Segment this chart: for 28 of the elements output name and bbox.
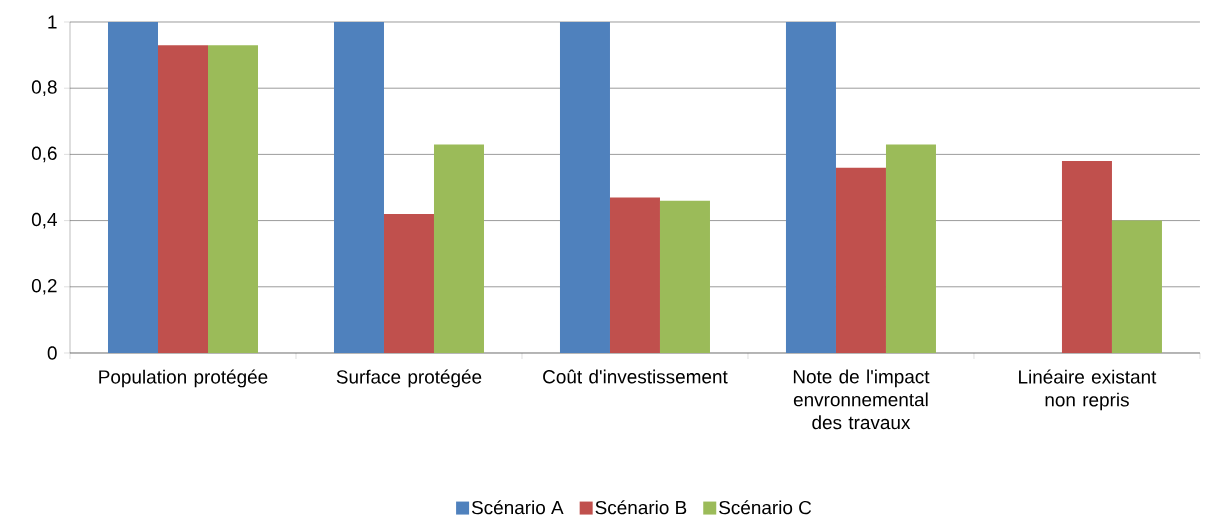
legend-label: Scénario C <box>719 500 812 515</box>
x-tick-label: Linéaire existant non repris <box>1019 369 1157 411</box>
y-tick-label: 0 <box>47 346 57 360</box>
x-tick-label: Population protégée <box>99 369 268 388</box>
bar <box>609 197 660 354</box>
x-tick-label: Surface protégée <box>336 369 482 388</box>
y-tick-label: 0,2 <box>31 279 57 295</box>
x-tick-label: Note de l'impact envronnemental des travaux <box>793 369 930 430</box>
y-tick-label: 0,6 <box>31 146 57 163</box>
bar <box>1061 161 1112 354</box>
x-tick-label: Coût d'investissement <box>543 369 728 384</box>
bar <box>433 144 484 354</box>
y-tick-label: 0,8 <box>31 80 57 97</box>
y-tick-label: 0,4 <box>31 212 57 229</box>
legend-label: Scénario A <box>471 500 564 515</box>
bar <box>785 22 836 354</box>
bar <box>1111 220 1162 354</box>
bar <box>835 167 886 354</box>
legend-label: Scénario B <box>595 500 687 515</box>
bar <box>108 22 158 354</box>
bar <box>885 144 936 354</box>
bar <box>659 200 710 354</box>
y-tick-label: 1 <box>48 15 57 29</box>
bar <box>208 45 258 354</box>
bar <box>158 45 208 354</box>
bar <box>333 22 384 354</box>
bar <box>383 214 434 354</box>
bar <box>559 22 610 354</box>
